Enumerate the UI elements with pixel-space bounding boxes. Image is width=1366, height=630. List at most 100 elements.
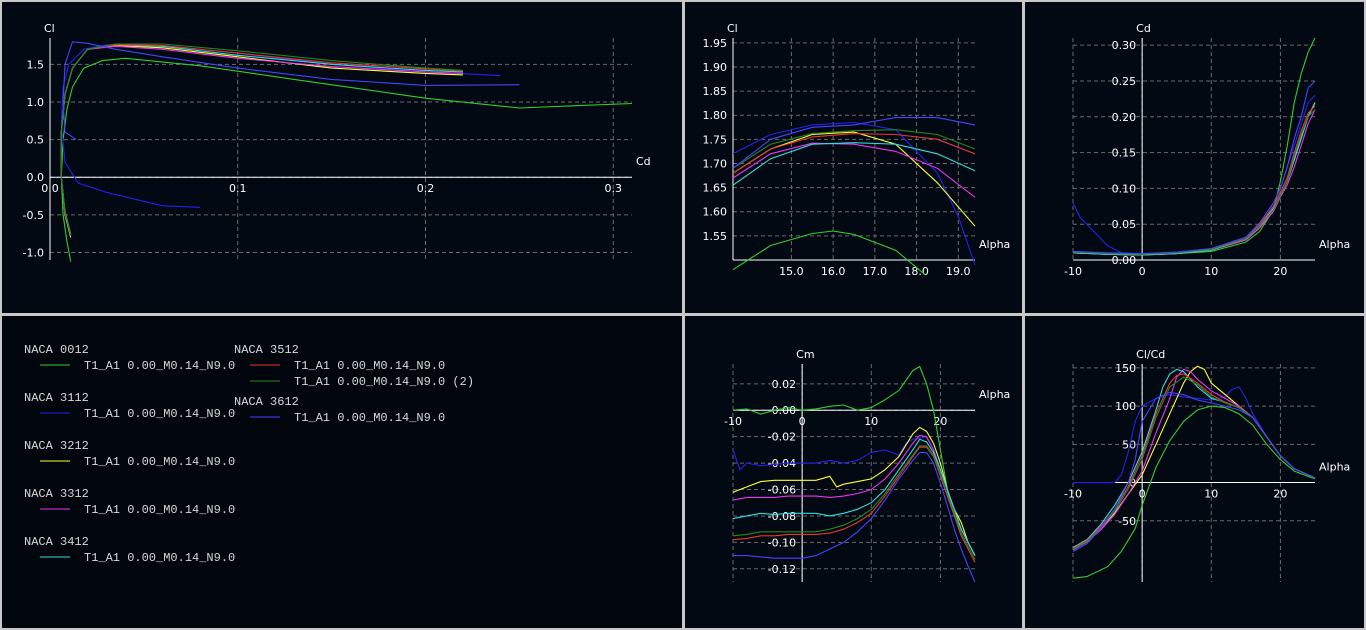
legend-foil-name: NACA 3612 — [234, 395, 299, 409]
series-line — [732, 129, 976, 169]
series-line — [1072, 80, 1316, 255]
series-line — [732, 142, 976, 198]
y-tick-label: -1.0 — [23, 246, 44, 259]
y-tick-label: 1.60 — [703, 206, 728, 219]
legend-entry-label: T1_A1 0.00_M0.14_N9.0 — [294, 359, 445, 373]
legend-foil-name: NACA 3312 — [24, 487, 89, 501]
series-line — [60, 57, 633, 262]
x-axis-label: Alpha — [979, 388, 1010, 401]
y-tick-label: 1.55 — [703, 230, 728, 243]
y-axis-label: Cl/Cd — [1136, 348, 1165, 361]
series-line — [1072, 94, 1316, 255]
y-tick-label: 1.70 — [703, 157, 728, 170]
legend-entry-label: T1_A1 0.00_M0.14_N9.0 — [84, 407, 235, 421]
x-tick-label: 0.3 — [604, 182, 622, 195]
series-line — [60, 44, 501, 208]
x-tick-label: 0 — [799, 415, 806, 428]
legend-entry-label: T1_A1 0.00_M0.14_N9.0 — [84, 503, 235, 517]
series-line — [732, 365, 976, 556]
series-line — [732, 133, 976, 174]
x-tick-label: 0.1 — [229, 182, 247, 195]
y-tick-label: 50 — [1122, 438, 1136, 451]
x-tick-label: 18.0 — [904, 265, 929, 278]
legend-panel: NACA 0012 T1_A1 0.00_M0.14_N9.0 NACA 3112 T… — [2, 316, 682, 628]
y-tick-label: 1.95 — [703, 37, 728, 50]
cl-vs-alpha-chart: 15.0 16.0 17.0 18.0 19.0 1.55 1.60 1.65 1.70 1.75… — [703, 22, 1011, 278]
series-group — [732, 365, 976, 583]
x-tick-label: -10 — [1064, 488, 1082, 501]
y-axis-label: Cl — [727, 22, 738, 35]
x-tick-label: 10 — [1204, 488, 1218, 501]
y-tick-label: 0.25 — [1112, 75, 1137, 88]
y-tick-label: 1.5 — [27, 58, 45, 71]
cd-alpha-panel: -10 0 10 20 0.00 0.05 0.10 0.15 0.20 0.25 0.30 Cd Al… — [1025, 2, 1364, 313]
x-tick-label: 17.0 — [863, 265, 888, 278]
y-tick-label: -0.10 — [768, 536, 796, 549]
legend-foil-name: NACA 3412 — [24, 535, 89, 549]
series-line — [1072, 373, 1316, 549]
cl-vs-cd-chart: 0.0 0.1 0.2 0.3 -1.0 -0.5 0.0 0.5 1.0 1.5 Cl Cd — [23, 22, 651, 262]
series-line — [732, 445, 976, 560]
y-tick-label: 100 — [1115, 400, 1136, 413]
clcd-alpha-panel: -10 0 10 20 -50 0 50 100 150 Cl/Cd Alpha — [1025, 316, 1364, 628]
legend-entry-label: T1_A1 0.00_M0.14_N9.0 (2) — [294, 375, 474, 389]
series-line — [1072, 105, 1316, 255]
y-tick-label: -0.08 — [768, 510, 796, 523]
x-tick-label: 10 — [1204, 265, 1218, 278]
y-tick-label: 0.15 — [1112, 147, 1137, 160]
legend-foil-name: NACA 0012 — [24, 343, 89, 357]
legend-foil-name: NACA 3112 — [24, 391, 89, 405]
x-tick-label: 0.0 — [41, 182, 59, 195]
x-tick-label: -10 — [1064, 265, 1082, 278]
legend-entry-label: T1_A1 0.00_M0.14_N9.0 — [84, 551, 235, 565]
y-tick-label: 1.0 — [27, 96, 45, 109]
x-axis-label: Alpha — [1319, 461, 1350, 474]
series-line — [60, 43, 464, 236]
legend-foil-name: NACA 3512 — [234, 343, 299, 357]
y-tick-label: 0.20 — [1112, 111, 1137, 124]
series-line — [62, 41, 520, 141]
x-axis-label: Alpha — [1319, 238, 1350, 251]
series-line — [732, 438, 976, 556]
y-tick-label: 0.5 — [27, 134, 45, 147]
cm-alpha-panel: -10 0 10 20 -0.12 -0.10 -0.08 -0.06 -0.04 -0.02 0.… — [685, 316, 1022, 628]
y-axis-label: Cm — [796, 348, 814, 361]
x-tick-label: 20 — [1273, 265, 1287, 278]
x-axis-label: Alpha — [979, 238, 1010, 251]
series-line — [1072, 102, 1316, 256]
series-line — [732, 121, 976, 265]
y-tick-label: 0 — [1129, 477, 1136, 490]
series-group — [60, 41, 633, 262]
y-tick-label: 0.0 — [27, 171, 45, 184]
cd-vs-alpha-chart: -10 0 10 20 0.00 0.05 0.10 0.15 0.20 0.25 0.30 Cd Al… — [1064, 22, 1350, 278]
cl-alpha-zoom-panel: 15.0 16.0 17.0 18.0 19.0 1.55 1.60 1.65 1.70 1.75… — [685, 2, 1022, 313]
y-axis-label: Cl — [44, 22, 55, 35]
series-line — [1072, 405, 1316, 579]
y-tick-label: 0.05 — [1112, 218, 1137, 231]
series-line — [1073, 386, 1316, 484]
cm-vs-alpha-chart: -10 0 10 20-0.12-0.10-0.08-0.06-0.04-0.020.… — [724, 348, 1010, 583]
x-tick-label: 16.0 — [821, 265, 846, 278]
y-tick-label: 0.00 — [1112, 254, 1137, 267]
y-tick-label: 0.00 — [772, 404, 797, 417]
series-line — [1072, 102, 1316, 256]
x-tick-label: 20 — [1273, 488, 1287, 501]
series-group — [732, 117, 976, 275]
y-tick-label: 1.80 — [703, 109, 728, 122]
series-line — [732, 230, 926, 275]
series-group — [1072, 37, 1316, 256]
x-tick-label: 19.0 — [946, 265, 971, 278]
x-tick-label: 10 — [864, 415, 878, 428]
y-tick-label: -0.5 — [23, 209, 44, 222]
series-line — [1072, 391, 1316, 552]
series-line — [732, 142, 976, 186]
x-tick-label: -10 — [724, 415, 742, 428]
legend-entry-label: T1_A1 0.00_M0.14_N9.0 — [294, 411, 445, 425]
y-tick-label: -0.06 — [768, 484, 796, 497]
y-tick-label: 1.90 — [703, 61, 728, 74]
x-tick-label: 0 — [1139, 265, 1146, 278]
x-tick-label: 15.0 — [779, 265, 804, 278]
y-tick-label: 1.85 — [703, 85, 728, 98]
series-line — [1072, 109, 1316, 255]
series-line — [1072, 376, 1316, 550]
